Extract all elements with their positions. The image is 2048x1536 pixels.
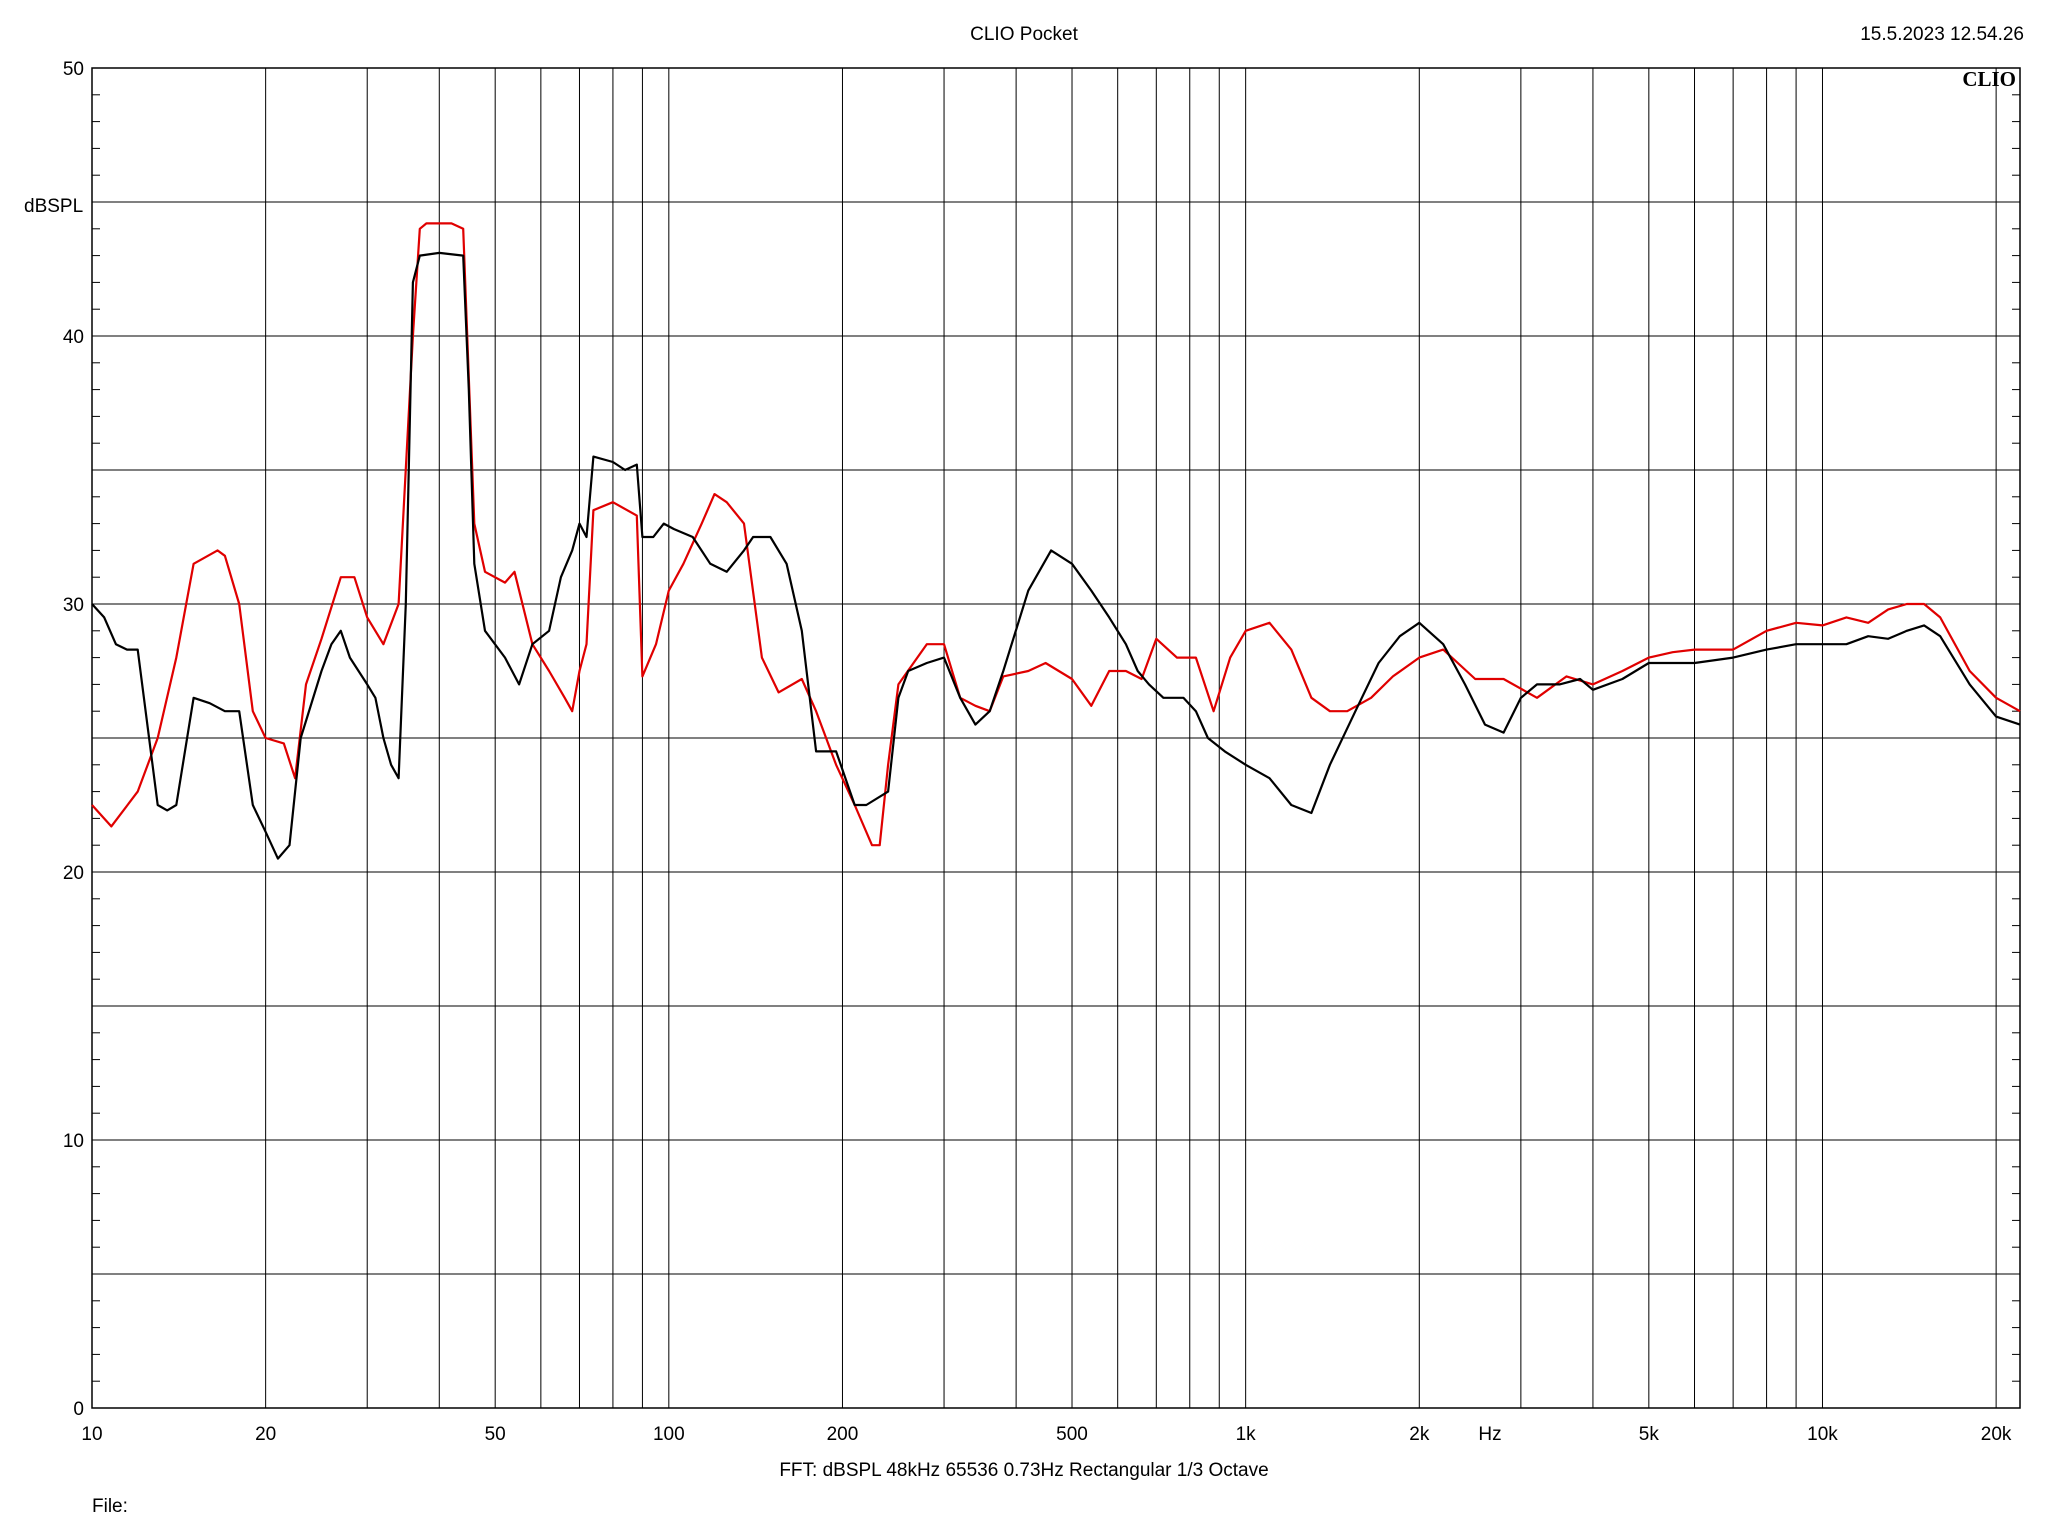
fft-info: FFT: dBSPL 48kHz 65536 0.73Hz Rectangula… (779, 1460, 1269, 1481)
x-tick-label: 2k (1409, 1424, 1430, 1445)
x-tick-label: 1k (1236, 1424, 1257, 1445)
plot-frame (91, 67, 2021, 1409)
tick-labels: 10 20 50 100 200 500 1k 2k 5k 10k 20k 0 10 20 30 40 50 (63, 59, 2012, 1445)
y-tick-label: 40 (63, 327, 84, 348)
brand-logo: CLIO (1962, 67, 2016, 91)
x-tick-label: 10k (1807, 1424, 1838, 1445)
x-tick-label: 5k (1639, 1424, 1660, 1445)
x-tick-label: 20 (255, 1424, 276, 1445)
chart-title: CLIO Pocket (970, 24, 1078, 45)
y-tick-label: 20 (63, 863, 84, 884)
grid (92, 68, 2020, 1408)
x-axis-unit-label: Hz (1478, 1424, 1501, 1445)
timestamp: 15.5.2023 12.54.26 (1860, 24, 2024, 45)
x-tick-label: 500 (1056, 1424, 1088, 1445)
x-tick-label: 10 (81, 1424, 102, 1445)
y-axis-label: dBSPL (24, 196, 83, 217)
series-line-2 (91, 251, 2021, 860)
x-tick-label: 100 (653, 1424, 685, 1445)
y-tick-label: 0 (73, 1399, 84, 1420)
x-tick-label: 50 (485, 1424, 506, 1445)
file-label: File: (92, 1496, 128, 1517)
series-lines (91, 222, 2021, 860)
y-tick-label: 30 (63, 595, 84, 616)
x-tick-label: 200 (827, 1424, 859, 1445)
y-tick-label: 10 (63, 1131, 84, 1152)
series-line-1 (91, 222, 2021, 847)
x-tick-label: 20k (1981, 1424, 2012, 1445)
y-tick-label: 50 (63, 59, 84, 80)
